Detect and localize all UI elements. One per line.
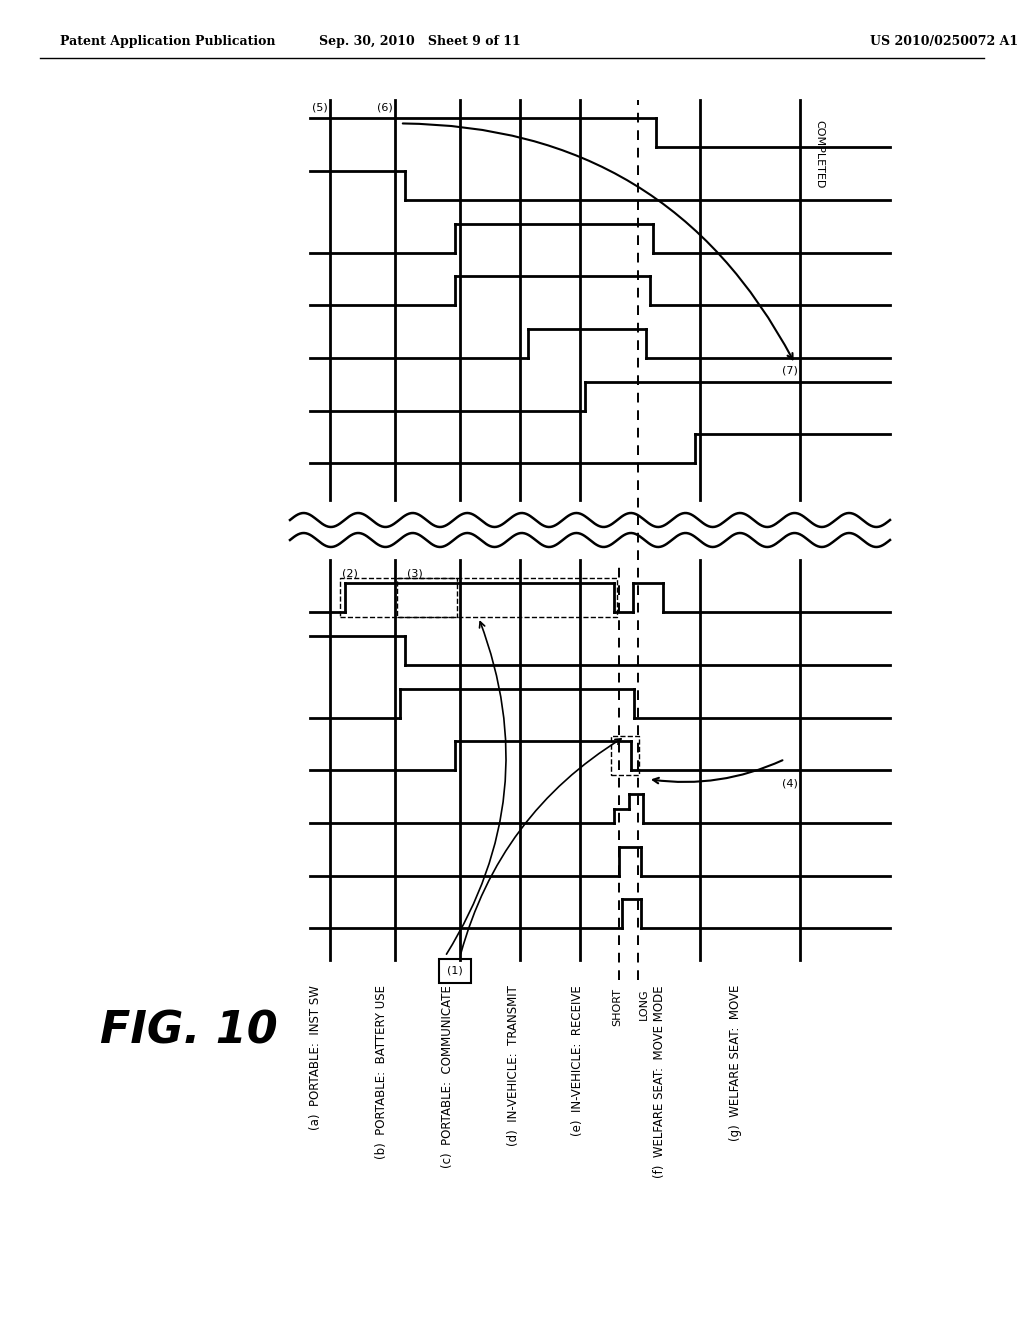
Text: (5): (5) bbox=[312, 103, 328, 112]
Text: (g)  WELFARE SEAT:  MOVE: (g) WELFARE SEAT: MOVE bbox=[728, 985, 741, 1142]
Text: (1): (1) bbox=[447, 965, 463, 975]
Text: (f)  WELFARE SEAT:  MOVE MODE: (f) WELFARE SEAT: MOVE MODE bbox=[653, 985, 667, 1177]
Text: US 2010/0250072 A1: US 2010/0250072 A1 bbox=[870, 36, 1018, 49]
Text: (e)  IN-VEHICLE:  RECEIVE: (e) IN-VEHICLE: RECEIVE bbox=[571, 985, 585, 1135]
Text: (a)  PORTABLE:  INST SW: (a) PORTABLE: INST SW bbox=[308, 985, 322, 1130]
Text: LONG: LONG bbox=[639, 987, 649, 1019]
Text: (d)  IN-VEHICLE:  TRANSMIT: (d) IN-VEHICLE: TRANSMIT bbox=[507, 985, 519, 1146]
Bar bbox=[397, 578, 457, 618]
Text: FIG. 10: FIG. 10 bbox=[100, 1010, 278, 1053]
Bar bbox=[340, 578, 617, 618]
Text: (4): (4) bbox=[782, 777, 798, 788]
Text: (3): (3) bbox=[407, 569, 423, 578]
Text: Patent Application Publication: Patent Application Publication bbox=[60, 36, 275, 49]
Text: (6): (6) bbox=[377, 103, 393, 112]
Bar bbox=[439, 958, 471, 982]
Text: (c)  PORTABLE:  COMMUNICATE: (c) PORTABLE: COMMUNICATE bbox=[441, 985, 455, 1168]
Text: COMPLETED: COMPLETED bbox=[814, 120, 824, 189]
Text: (2): (2) bbox=[342, 569, 357, 578]
Text: SHORT: SHORT bbox=[612, 987, 622, 1026]
Text: (b)  PORTABLE:  BATTERY USE: (b) PORTABLE: BATTERY USE bbox=[376, 985, 388, 1159]
Text: Sep. 30, 2010   Sheet 9 of 11: Sep. 30, 2010 Sheet 9 of 11 bbox=[319, 36, 521, 49]
Bar bbox=[611, 737, 639, 775]
Text: (7): (7) bbox=[782, 366, 798, 376]
